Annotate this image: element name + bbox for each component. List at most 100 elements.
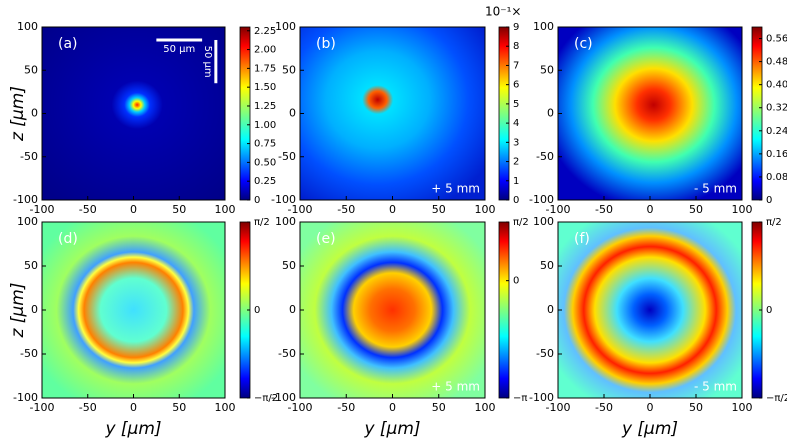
colorbar-tick-label: 0 xyxy=(254,305,260,316)
colorbar xyxy=(751,26,763,201)
colorbar-tick-label: 0.25 xyxy=(254,176,276,187)
colorbar-tick-label: −π/2 xyxy=(766,393,787,404)
scale-bar-label: 50 μm xyxy=(202,46,213,78)
x-tick-label: 0 xyxy=(130,203,137,216)
x-tick-label: 50 xyxy=(689,401,703,414)
y-tick-label: 100 xyxy=(533,20,554,33)
panel-label: (a) xyxy=(58,36,78,52)
x-tick-label: -50 xyxy=(595,203,613,216)
colorbar-tick-label: 0 xyxy=(254,195,260,206)
panel-label: (b) xyxy=(316,36,336,52)
x-tick-label: 50 xyxy=(172,203,186,216)
colorbar-tick-label: 1.25 xyxy=(254,101,276,112)
y-axis-label: z [μm] xyxy=(8,86,28,142)
annotation: + 5 mm xyxy=(431,182,480,196)
colorbar-tick-label: 2.25 xyxy=(254,26,276,37)
colorbar-tick-label: 9 xyxy=(513,22,519,33)
colorbar-tick-label: 0.32 xyxy=(766,103,787,114)
heatmap-field xyxy=(300,27,485,200)
panel-label: (f) xyxy=(574,231,590,247)
colorbar-tick-label: −π xyxy=(513,393,527,404)
x-tick-label: -100 xyxy=(30,401,55,414)
colorbar xyxy=(239,26,251,201)
panel-label: (d) xyxy=(58,231,78,247)
colorbar xyxy=(498,26,510,201)
x-tick-label: 0 xyxy=(130,401,137,414)
x-tick-label: 50 xyxy=(172,401,186,414)
y-axis-label: z [μm] xyxy=(8,283,28,339)
y-tick-label: 50 xyxy=(24,259,38,272)
x-tick-label: 0 xyxy=(647,401,654,414)
y-tick-label: -50 xyxy=(278,347,296,360)
colorbar-tick-label: 0.56 xyxy=(766,34,787,45)
x-tick-label: 0 xyxy=(389,203,396,216)
x-tick-label: 100 xyxy=(215,203,236,216)
y-tick-label: 0 xyxy=(31,303,38,316)
y-tick-label: 100 xyxy=(275,20,296,33)
colorbar-tick-label: 0.50 xyxy=(254,157,276,168)
colorbar-tick-label: 8 xyxy=(513,41,519,52)
y-tick-label: 50 xyxy=(282,63,296,76)
x-tick-label: 50 xyxy=(432,401,446,414)
colorbar-tick-label: 1 xyxy=(513,176,519,187)
x-tick-label: 0 xyxy=(389,401,396,414)
colorbar-tick-label: 7 xyxy=(513,60,519,71)
colorbar-tick-label: 5 xyxy=(513,99,519,110)
x-tick-label: -50 xyxy=(337,203,355,216)
y-tick-label: 100 xyxy=(17,215,38,228)
colorbar-tick-label: 6 xyxy=(513,80,519,91)
x-axis-label: y [μm] xyxy=(621,419,678,439)
x-tick-label: -100 xyxy=(546,203,571,216)
y-tick-label: -100 xyxy=(529,391,554,404)
x-tick-label: 50 xyxy=(432,203,446,216)
heatmap-field xyxy=(558,222,742,398)
x-tick-label: 100 xyxy=(732,401,753,414)
annotation: + 5 mm xyxy=(431,380,480,394)
heatmap-field xyxy=(300,222,485,398)
colorbar-tick-label: 0.75 xyxy=(254,139,276,150)
x-tick-label: 100 xyxy=(732,203,753,216)
x-tick-label: -100 xyxy=(546,401,571,414)
y-tick-label: -100 xyxy=(529,193,554,206)
x-tick-label: 0 xyxy=(647,203,654,216)
colorbar-tick-label: 0.48 xyxy=(766,57,787,68)
y-tick-label: -100 xyxy=(13,193,38,206)
colorbar-tick-label: π/2 xyxy=(513,217,529,228)
y-tick-label: 0 xyxy=(289,303,296,316)
scale-bar-label: 50 μm xyxy=(163,44,195,55)
colorbar-tick-label: 0 xyxy=(513,276,519,287)
y-tick-label: 50 xyxy=(282,259,296,272)
heatmap-field xyxy=(558,27,742,200)
colorbar-tick-label: π/2 xyxy=(254,217,270,228)
y-tick-label: -50 xyxy=(278,150,296,163)
y-tick-label: 0 xyxy=(31,107,38,120)
colorbar-tick-label: −π/2 xyxy=(254,393,278,404)
heatmap-field xyxy=(42,222,225,398)
y-tick-label: 0 xyxy=(289,107,296,120)
x-tick-label: 100 xyxy=(215,401,236,414)
colorbar-tick-label: 0.40 xyxy=(766,80,787,91)
x-axis-label: y [μm] xyxy=(104,419,161,439)
y-tick-label: 50 xyxy=(24,63,38,76)
y-tick-label: 0 xyxy=(547,107,554,120)
y-tick-label: 100 xyxy=(275,215,296,228)
x-tick-label: -50 xyxy=(79,401,97,414)
colorbar xyxy=(498,221,510,399)
x-axis-label: y [μm] xyxy=(363,419,420,439)
colorbar-tick-label: 3 xyxy=(513,137,519,148)
annotation: - 5 mm xyxy=(694,380,737,394)
colorbar-tick-label: 1.75 xyxy=(254,63,276,74)
y-tick-label: 50 xyxy=(540,259,554,272)
y-tick-label: -100 xyxy=(271,193,296,206)
y-tick-label: -100 xyxy=(271,391,296,404)
y-tick-label: -50 xyxy=(20,150,38,163)
colorbar-tick-label: 4 xyxy=(513,118,519,129)
x-tick-label: 100 xyxy=(475,401,496,414)
colorbar-tick-label: 0 xyxy=(766,305,772,316)
y-tick-label: -50 xyxy=(536,347,554,360)
colorbar-tick-label: 0.24 xyxy=(766,126,787,137)
y-tick-label: 100 xyxy=(17,20,38,33)
x-tick-label: -100 xyxy=(30,203,55,216)
colorbar-tick-label: 0 xyxy=(513,195,519,206)
